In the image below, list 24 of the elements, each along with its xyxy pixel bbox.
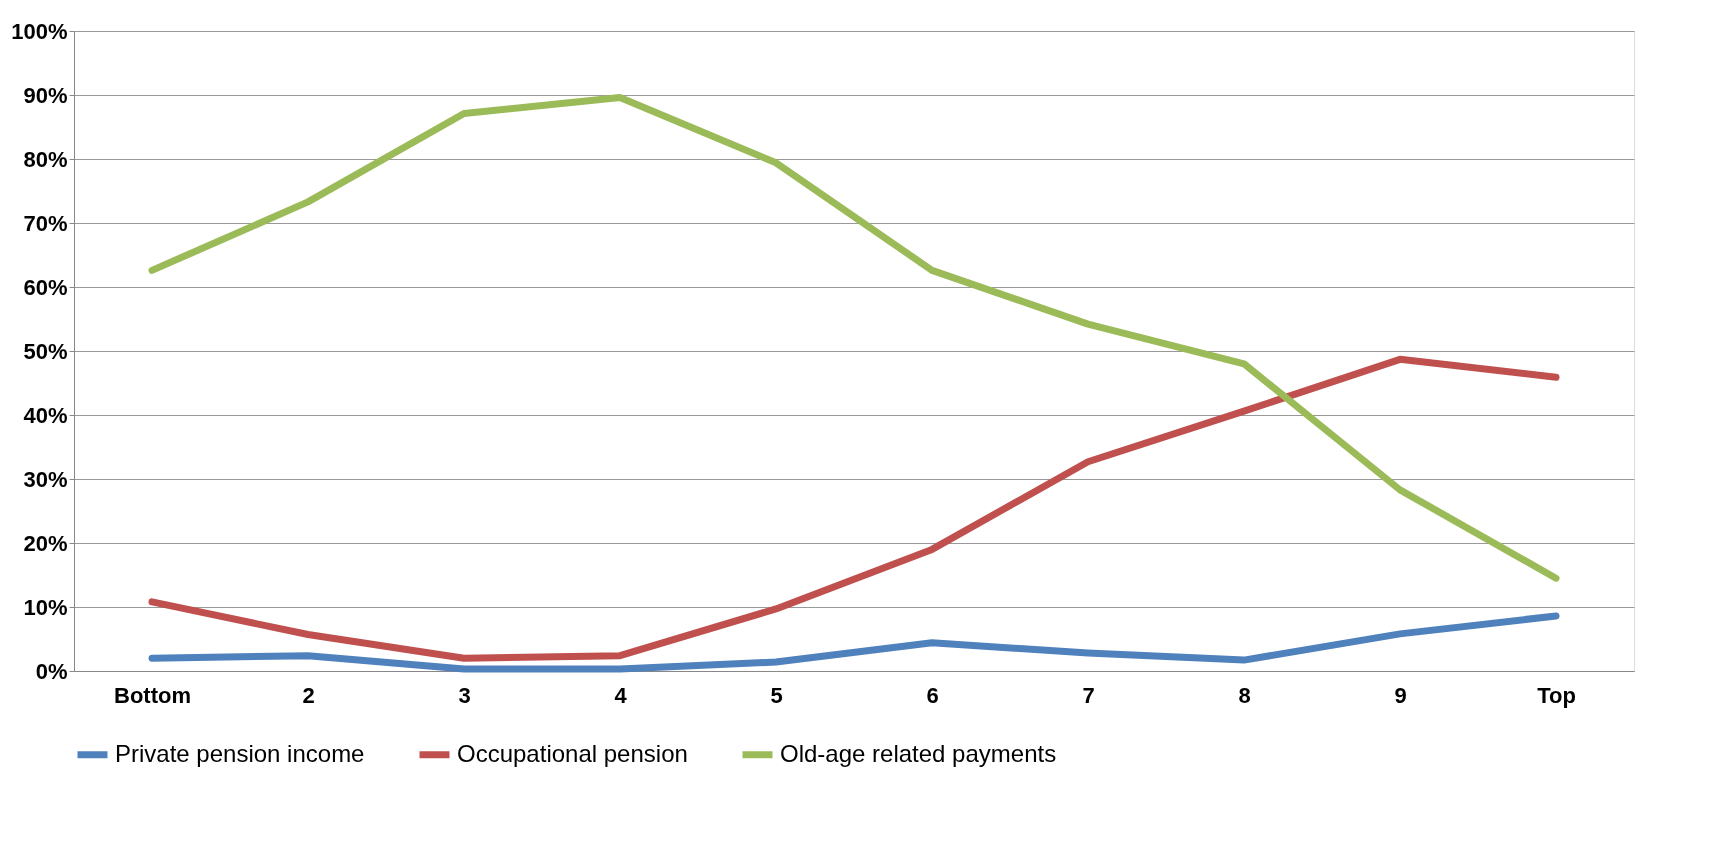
legend-label: Occupational pension: [457, 739, 688, 767]
x-tick-label: Bottom: [114, 682, 191, 708]
x-tick-label: 6: [926, 682, 939, 708]
x-tick-label: 9: [1394, 682, 1407, 708]
x-tick-label: 2: [302, 682, 315, 708]
x-tick-label: 7: [1082, 682, 1095, 708]
y-tick-label: 80%: [23, 146, 68, 172]
x-tick-label: 8: [1238, 682, 1251, 708]
y-tick-label: 90%: [23, 82, 68, 108]
y-tick-label: 50%: [23, 338, 68, 364]
y-tick-label: 20%: [23, 530, 68, 556]
x-tick-label: 3: [458, 682, 471, 708]
y-tick-label: 70%: [23, 210, 68, 236]
y-tick-label: 40%: [23, 402, 68, 428]
y-tick-label: 10%: [23, 594, 68, 620]
legend-label: Private pension income: [115, 739, 365, 767]
y-tick-label: 100%: [11, 18, 68, 44]
y-tick-label: 0%: [35, 658, 68, 684]
x-tick-label: 5: [770, 682, 783, 708]
y-tick-label: 60%: [23, 274, 68, 300]
x-tick-label: Top: [1537, 682, 1576, 708]
x-tick-label: 4: [614, 682, 628, 708]
legend-label: Old-age related payments: [780, 739, 1057, 767]
y-tick-label: 30%: [23, 466, 68, 492]
